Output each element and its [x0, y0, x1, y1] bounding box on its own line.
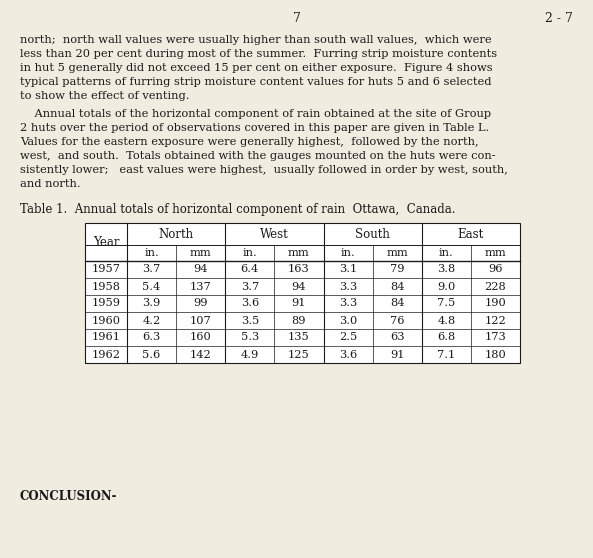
Text: 228: 228	[484, 281, 506, 291]
Text: 1962: 1962	[91, 349, 120, 359]
Text: 63: 63	[390, 333, 404, 343]
Text: 3.3: 3.3	[339, 281, 357, 291]
Text: less than 20 per cent during most of the summer.  Furring strip moisture content: less than 20 per cent during most of the…	[20, 49, 497, 59]
Text: 94: 94	[193, 264, 208, 275]
Text: 5.6: 5.6	[142, 349, 161, 359]
Text: 122: 122	[484, 315, 506, 325]
Text: Year: Year	[93, 235, 119, 248]
Text: 160: 160	[190, 333, 212, 343]
Text: 3.6: 3.6	[339, 349, 357, 359]
Text: 1957: 1957	[91, 264, 120, 275]
Text: 3.6: 3.6	[241, 299, 259, 309]
Text: 125: 125	[288, 349, 310, 359]
Text: 135: 135	[288, 333, 310, 343]
Text: 3.7: 3.7	[142, 264, 161, 275]
Text: 190: 190	[484, 299, 506, 309]
Text: 1961: 1961	[91, 333, 120, 343]
Text: 4.2: 4.2	[142, 315, 161, 325]
Text: to show the effect of venting.: to show the effect of venting.	[20, 91, 190, 101]
Text: Values for the eastern exposure were generally highest,  followed by the north,: Values for the eastern exposure were gen…	[20, 137, 479, 147]
Text: 91: 91	[292, 299, 306, 309]
Text: in.: in.	[439, 248, 454, 258]
Text: 89: 89	[292, 315, 306, 325]
Text: 99: 99	[193, 299, 208, 309]
Text: 3.8: 3.8	[437, 264, 455, 275]
Text: 5.3: 5.3	[241, 333, 259, 343]
Text: 1960: 1960	[91, 315, 120, 325]
Text: North: North	[158, 228, 194, 240]
Text: 3.5: 3.5	[241, 315, 259, 325]
Text: in.: in.	[341, 248, 355, 258]
Text: 6.4: 6.4	[241, 264, 259, 275]
Text: 9.0: 9.0	[437, 281, 455, 291]
Text: 7.5: 7.5	[437, 299, 455, 309]
Text: 76: 76	[390, 315, 404, 325]
Text: West: West	[260, 228, 289, 240]
Text: 180: 180	[484, 349, 506, 359]
Text: 2.5: 2.5	[339, 333, 357, 343]
Text: 84: 84	[390, 299, 404, 309]
Text: 4.9: 4.9	[241, 349, 259, 359]
Text: mm: mm	[386, 248, 408, 258]
Text: in.: in.	[144, 248, 159, 258]
Text: 84: 84	[390, 281, 404, 291]
Text: 173: 173	[484, 333, 506, 343]
Text: Annual totals of the horizontal component of rain obtained at the site of Group: Annual totals of the horizontal componen…	[20, 109, 491, 119]
Text: 163: 163	[288, 264, 310, 275]
Text: 3.3: 3.3	[339, 299, 357, 309]
Text: 5.4: 5.4	[142, 281, 161, 291]
Text: in.: in.	[243, 248, 257, 258]
Text: 4.8: 4.8	[437, 315, 455, 325]
Text: 96: 96	[488, 264, 503, 275]
Text: and north.: and north.	[20, 179, 81, 189]
Text: 7: 7	[292, 12, 301, 25]
Text: 1958: 1958	[91, 281, 120, 291]
Text: 3.0: 3.0	[339, 315, 357, 325]
Text: 6.3: 6.3	[142, 333, 161, 343]
Text: Table 1.  Annual totals of horizontal component of rain  Ottawa,  Canada.: Table 1. Annual totals of horizontal com…	[20, 203, 455, 216]
Text: 2 - 7: 2 - 7	[545, 12, 573, 25]
Text: South: South	[355, 228, 390, 240]
Text: 3.1: 3.1	[339, 264, 357, 275]
Text: typical patterns of furring strip moisture content values for huts 5 and 6 selec: typical patterns of furring strip moistu…	[20, 77, 492, 87]
Text: north;  north wall values were usually higher than south wall values,  which wer: north; north wall values were usually hi…	[20, 35, 492, 45]
Text: 142: 142	[190, 349, 212, 359]
Text: 91: 91	[390, 349, 404, 359]
Text: 79: 79	[390, 264, 404, 275]
Text: 1959: 1959	[91, 299, 120, 309]
Text: west,  and south.  Totals obtained with the gauges mounted on the huts were con-: west, and south. Totals obtained with th…	[20, 151, 496, 161]
Text: East: East	[458, 228, 484, 240]
Text: mm: mm	[288, 248, 310, 258]
Bar	[85, 223, 520, 363]
Text: 6.8: 6.8	[437, 333, 455, 343]
Text: 94: 94	[292, 281, 306, 291]
Text: 7.1: 7.1	[437, 349, 455, 359]
Text: mm: mm	[484, 248, 506, 258]
Text: CONCLUSION-: CONCLUSION-	[20, 490, 117, 503]
Text: 3.9: 3.9	[142, 299, 161, 309]
Text: 3.7: 3.7	[241, 281, 259, 291]
Text: mm: mm	[190, 248, 212, 258]
Text: 2 huts over the period of observations covered in this paper are given in Table : 2 huts over the period of observations c…	[20, 123, 489, 133]
Text: sistently lower;   east values were highest,  usually followed in order by west,: sistently lower; east values were highes…	[20, 165, 508, 175]
Text: 107: 107	[190, 315, 212, 325]
Text: in hut 5 generally did not exceed 15 per cent on either exposure.  Figure 4 show: in hut 5 generally did not exceed 15 per…	[20, 63, 493, 73]
Text: 137: 137	[190, 281, 212, 291]
